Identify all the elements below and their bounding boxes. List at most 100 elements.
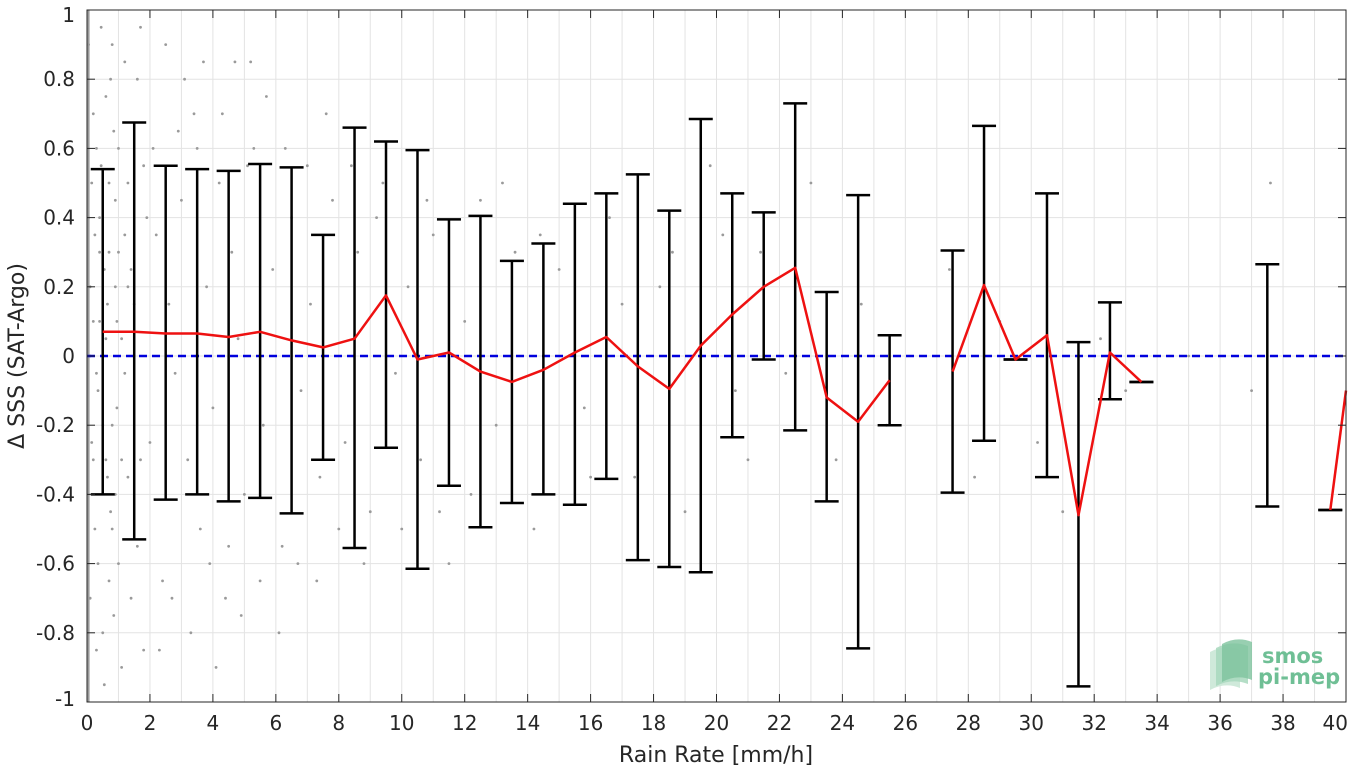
scatter-point bbox=[126, 181, 130, 185]
scatter-point bbox=[356, 250, 360, 254]
scatter-point bbox=[151, 147, 155, 150]
scatter-point bbox=[109, 510, 113, 514]
scatter-point bbox=[227, 544, 231, 548]
y-tick-label: -0.6 bbox=[36, 552, 75, 576]
x-tick-label: 10 bbox=[389, 711, 414, 735]
scatter-point bbox=[318, 475, 322, 479]
scatter-point bbox=[349, 164, 353, 168]
scatter-point bbox=[368, 510, 372, 514]
scatter-point bbox=[96, 389, 100, 392]
scatter-point bbox=[296, 562, 300, 565]
scatter-point bbox=[331, 198, 334, 202]
scatter-point bbox=[973, 475, 976, 479]
scatter-point bbox=[708, 164, 712, 168]
scatter-point bbox=[106, 302, 109, 306]
x-tick-label: 28 bbox=[956, 711, 981, 735]
scatter-point bbox=[99, 164, 103, 168]
scatter-point bbox=[309, 302, 312, 306]
scatter-point bbox=[123, 233, 127, 237]
scatter-point bbox=[112, 614, 116, 617]
x-tick-label: 30 bbox=[1019, 711, 1044, 735]
scatter-point bbox=[494, 423, 498, 427]
scatter-point bbox=[202, 60, 205, 64]
scatter-point bbox=[91, 458, 95, 462]
x-tick-label: 34 bbox=[1144, 711, 1169, 735]
scatter-point bbox=[258, 579, 262, 583]
scatter-point bbox=[98, 250, 101, 254]
scatter-point bbox=[1187, 354, 1191, 358]
scatter-point bbox=[120, 458, 124, 462]
x-tick-label: 26 bbox=[893, 711, 918, 735]
scatter-point bbox=[236, 337, 240, 341]
y-tick-label: 0.4 bbox=[43, 206, 75, 230]
x-tick-label: 12 bbox=[452, 711, 477, 735]
scatter-point bbox=[189, 631, 193, 635]
scatter-point bbox=[239, 614, 243, 617]
y-axis-label: Δ SSS (SAT-Argo) bbox=[5, 263, 30, 449]
scatter-point bbox=[425, 198, 429, 202]
scatter-point bbox=[261, 423, 265, 427]
scatter-point bbox=[180, 198, 183, 202]
scatter-point bbox=[733, 389, 737, 392]
scatter-point bbox=[139, 458, 142, 462]
scatter-point bbox=[98, 216, 101, 220]
scatter-point bbox=[469, 493, 473, 496]
scatter-point bbox=[154, 233, 158, 237]
scatter-point bbox=[265, 95, 268, 98]
x-tick-label: 32 bbox=[1081, 711, 1106, 735]
scatter-point bbox=[96, 562, 100, 565]
y-tick-label: 0.8 bbox=[43, 67, 75, 91]
scatter-point bbox=[381, 181, 385, 185]
scatter-point bbox=[501, 181, 504, 185]
mean-line-segment bbox=[102, 266, 891, 423]
scatter-point bbox=[1036, 441, 1039, 444]
x-tick-label: 4 bbox=[207, 711, 220, 735]
y-tick-label: 0.2 bbox=[43, 275, 75, 299]
scatter-point bbox=[107, 579, 111, 583]
scatter-point bbox=[129, 268, 133, 271]
scatter-point bbox=[271, 268, 275, 271]
scatter-point bbox=[671, 250, 674, 254]
scatter-point bbox=[608, 216, 611, 220]
logo-line-2: pi-mep bbox=[1258, 665, 1340, 689]
scatter-point bbox=[115, 406, 119, 410]
scatter-point bbox=[110, 527, 114, 531]
scatter-point bbox=[164, 43, 168, 46]
scatter-point bbox=[101, 631, 105, 635]
error-bar bbox=[1255, 263, 1280, 508]
scatter-point bbox=[161, 579, 164, 583]
x-tick-label: 6 bbox=[269, 711, 282, 735]
scatter-point bbox=[129, 596, 133, 600]
scatter-point bbox=[557, 268, 561, 271]
x-tick-label: 38 bbox=[1270, 711, 1295, 735]
scatter-point bbox=[192, 112, 196, 116]
scatter-point bbox=[343, 441, 347, 444]
scatter-point bbox=[406, 285, 410, 289]
scatter-point bbox=[186, 458, 190, 462]
scatter-point bbox=[170, 596, 174, 600]
scatter-point bbox=[113, 285, 117, 289]
scatter-point bbox=[120, 666, 124, 669]
x-tick-label: 18 bbox=[641, 711, 666, 735]
scatter-point bbox=[102, 683, 106, 687]
y-tick-label: -1 bbox=[55, 687, 75, 711]
scatter-point bbox=[242, 493, 246, 496]
y-tick-label: -0.8 bbox=[36, 621, 75, 645]
scatter-point bbox=[135, 544, 139, 548]
scatter-point bbox=[394, 371, 397, 375]
scatter-point bbox=[438, 510, 441, 514]
y-tick-label: -0.2 bbox=[36, 413, 75, 437]
scatter-point bbox=[419, 458, 423, 462]
scatter-point bbox=[113, 198, 117, 202]
scatter-point bbox=[110, 423, 114, 427]
scatter-point bbox=[106, 475, 109, 479]
scatter-point bbox=[126, 475, 130, 479]
scatter-point bbox=[117, 250, 120, 254]
scatter-point bbox=[98, 320, 101, 323]
scatter-point bbox=[95, 648, 98, 652]
scatter-point bbox=[123, 371, 127, 375]
error-bar bbox=[185, 167, 210, 496]
scatter-point bbox=[217, 181, 221, 185]
scatter-point bbox=[110, 43, 114, 46]
scatter-point bbox=[91, 320, 95, 323]
